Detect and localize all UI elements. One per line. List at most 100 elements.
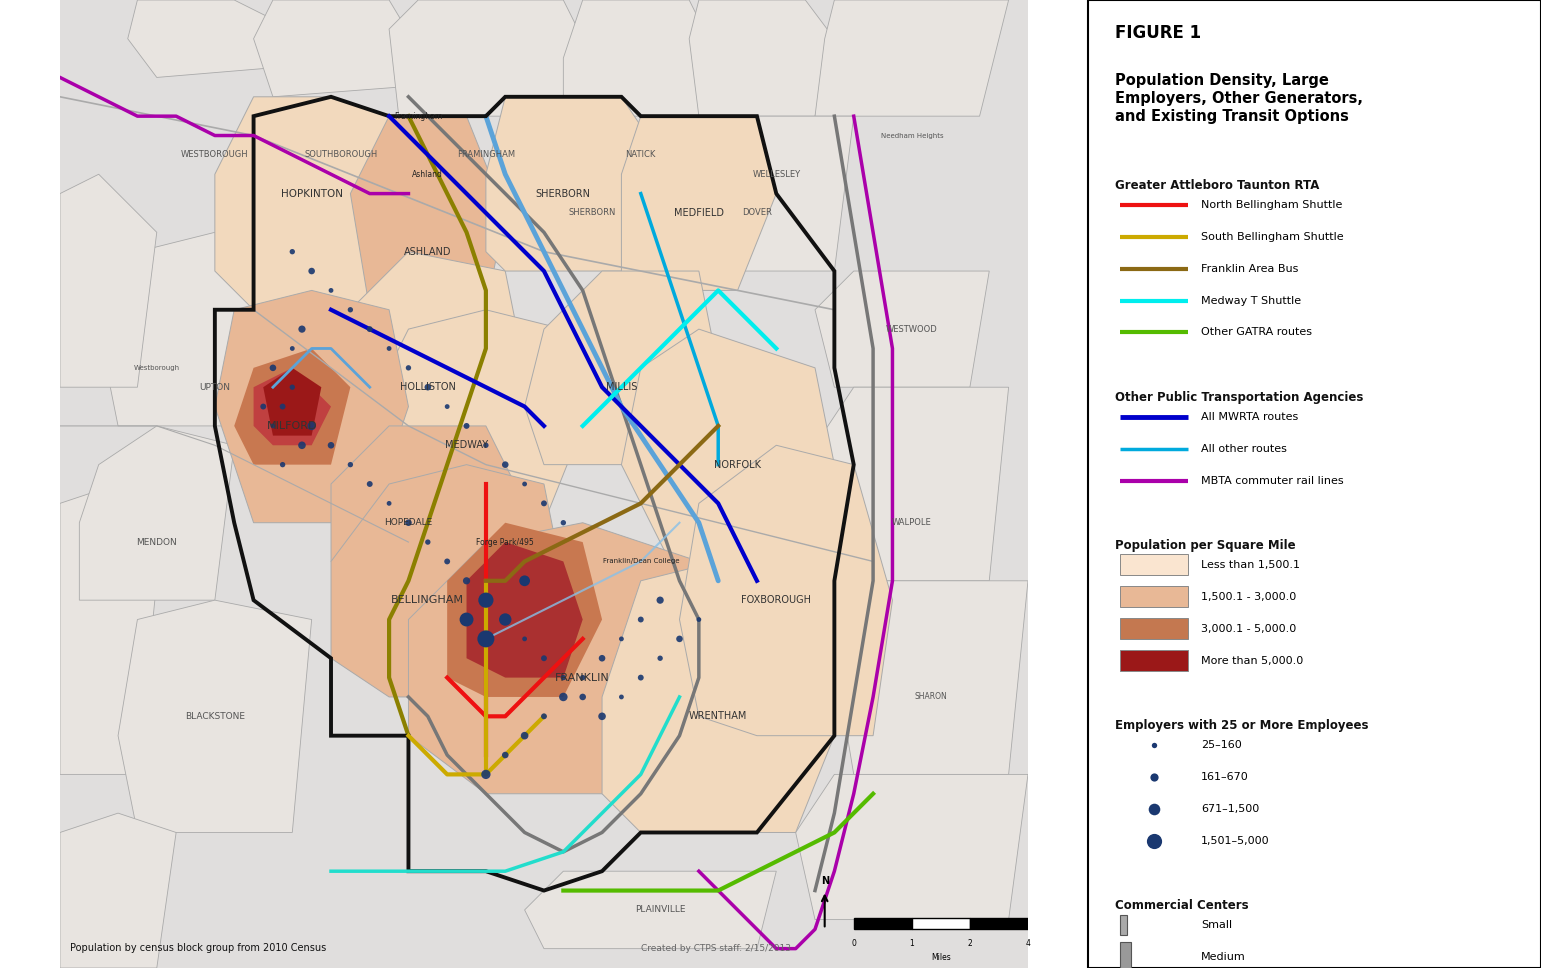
Point	[473, 438, 498, 453]
Point	[455, 418, 479, 434]
Point	[396, 515, 421, 530]
Text: WESTBOROUGH: WESTBOROUGH	[180, 150, 248, 160]
Text: FRANKLIN: FRANKLIN	[555, 673, 610, 682]
Point	[337, 457, 362, 472]
Text: FRAMINGHAM: FRAMINGHAM	[456, 150, 515, 160]
Text: 1: 1	[909, 939, 914, 948]
Point	[280, 244, 305, 259]
Polygon shape	[603, 561, 834, 832]
Point	[1142, 832, 1167, 848]
Text: 3,000.1 - 5,000.0: 3,000.1 - 5,000.0	[1200, 623, 1296, 634]
Bar	[969, 918, 1028, 929]
Polygon shape	[350, 116, 505, 310]
Polygon shape	[254, 368, 331, 445]
Polygon shape	[485, 97, 660, 271]
Polygon shape	[370, 310, 582, 523]
Text: 0: 0	[851, 939, 857, 948]
Polygon shape	[79, 426, 234, 600]
Point	[376, 496, 401, 511]
Point	[1142, 769, 1167, 784]
Text: MENDON: MENDON	[137, 537, 177, 547]
Text: South Bellingham Shuttle: South Bellingham Shuttle	[1200, 231, 1344, 242]
Polygon shape	[680, 445, 892, 736]
Point	[512, 573, 536, 589]
Point	[667, 631, 692, 647]
Bar	[854, 918, 912, 929]
Text: N: N	[821, 876, 829, 886]
Bar	[1120, 915, 1126, 934]
Text: Other GATRA routes: Other GATRA routes	[1200, 327, 1313, 338]
Polygon shape	[214, 290, 408, 523]
Point	[532, 496, 556, 511]
Text: MILFORD: MILFORD	[267, 421, 317, 431]
Point	[251, 399, 276, 414]
Point	[358, 321, 382, 337]
Point	[687, 612, 712, 627]
Text: MEDFIELD: MEDFIELD	[673, 208, 724, 218]
Text: BELLINGHAM: BELLINGHAM	[391, 595, 464, 605]
Polygon shape	[119, 600, 311, 832]
Text: 671–1,500: 671–1,500	[1200, 803, 1259, 814]
Text: Needham Heights: Needham Heights	[880, 133, 943, 138]
Point	[290, 438, 314, 453]
Point	[270, 457, 294, 472]
Point	[358, 476, 382, 492]
Point	[473, 767, 498, 782]
Polygon shape	[815, 0, 1009, 116]
Text: North Bellingham Shuttle: North Bellingham Shuttle	[1200, 199, 1342, 210]
Point	[416, 534, 441, 550]
Point	[260, 418, 285, 434]
Text: Population per Square Mile: Population per Square Mile	[1116, 539, 1296, 552]
Point	[1142, 801, 1167, 816]
Bar	[912, 918, 969, 929]
Polygon shape	[234, 348, 350, 465]
Text: MBTA commuter rail lines: MBTA commuter rail lines	[1200, 475, 1344, 486]
Bar	[1120, 942, 1131, 968]
Text: HOLLISTON: HOLLISTON	[399, 382, 456, 392]
Text: PLAINVILLE: PLAINVILLE	[635, 905, 686, 915]
Polygon shape	[60, 174, 157, 387]
Point	[493, 612, 518, 627]
Text: 25–160: 25–160	[1200, 740, 1242, 750]
Polygon shape	[214, 97, 408, 310]
Point	[319, 438, 344, 453]
Polygon shape	[815, 387, 1009, 581]
Text: 1,500.1 - 3,000.0: 1,500.1 - 3,000.0	[1200, 591, 1296, 602]
Point	[376, 341, 401, 356]
Text: MEDWAY: MEDWAY	[445, 440, 488, 450]
Text: Forge Park/495: Forge Park/495	[476, 537, 535, 547]
Polygon shape	[388, 0, 592, 116]
Polygon shape	[834, 581, 1028, 774]
Point	[473, 592, 498, 608]
Point	[270, 399, 294, 414]
Text: WELLESLEY: WELLESLEY	[752, 169, 800, 179]
Polygon shape	[264, 368, 322, 436]
Point	[493, 457, 518, 472]
Text: SOUTHBOROUGH: SOUTHBOROUGH	[304, 150, 378, 160]
Point	[532, 709, 556, 724]
Point	[1142, 737, 1167, 752]
Text: Commercial Centers: Commercial Centers	[1116, 899, 1248, 912]
Text: NATICK: NATICK	[626, 150, 656, 160]
Polygon shape	[564, 0, 718, 116]
Point	[552, 689, 576, 705]
Text: Medium: Medium	[1200, 952, 1247, 962]
Point	[416, 379, 441, 395]
Text: Franklin Area Bus: Franklin Area Bus	[1200, 263, 1299, 274]
Text: Less than 1,500.1: Less than 1,500.1	[1200, 560, 1301, 570]
Text: Small: Small	[1200, 920, 1233, 930]
Text: All other routes: All other routes	[1200, 443, 1287, 454]
Polygon shape	[99, 232, 254, 426]
Point	[647, 592, 672, 608]
Polygon shape	[447, 523, 603, 697]
Text: All MWRTA routes: All MWRTA routes	[1200, 411, 1299, 422]
Text: SHARON: SHARON	[915, 692, 948, 702]
Polygon shape	[331, 252, 524, 445]
Text: 2: 2	[968, 939, 972, 948]
Polygon shape	[621, 116, 777, 290]
Polygon shape	[660, 116, 854, 271]
Point	[532, 650, 556, 666]
Text: Created by CTPS staff: 2/15/2013: Created by CTPS staff: 2/15/2013	[641, 945, 791, 953]
Text: Miles: Miles	[931, 953, 951, 962]
Polygon shape	[60, 813, 176, 968]
